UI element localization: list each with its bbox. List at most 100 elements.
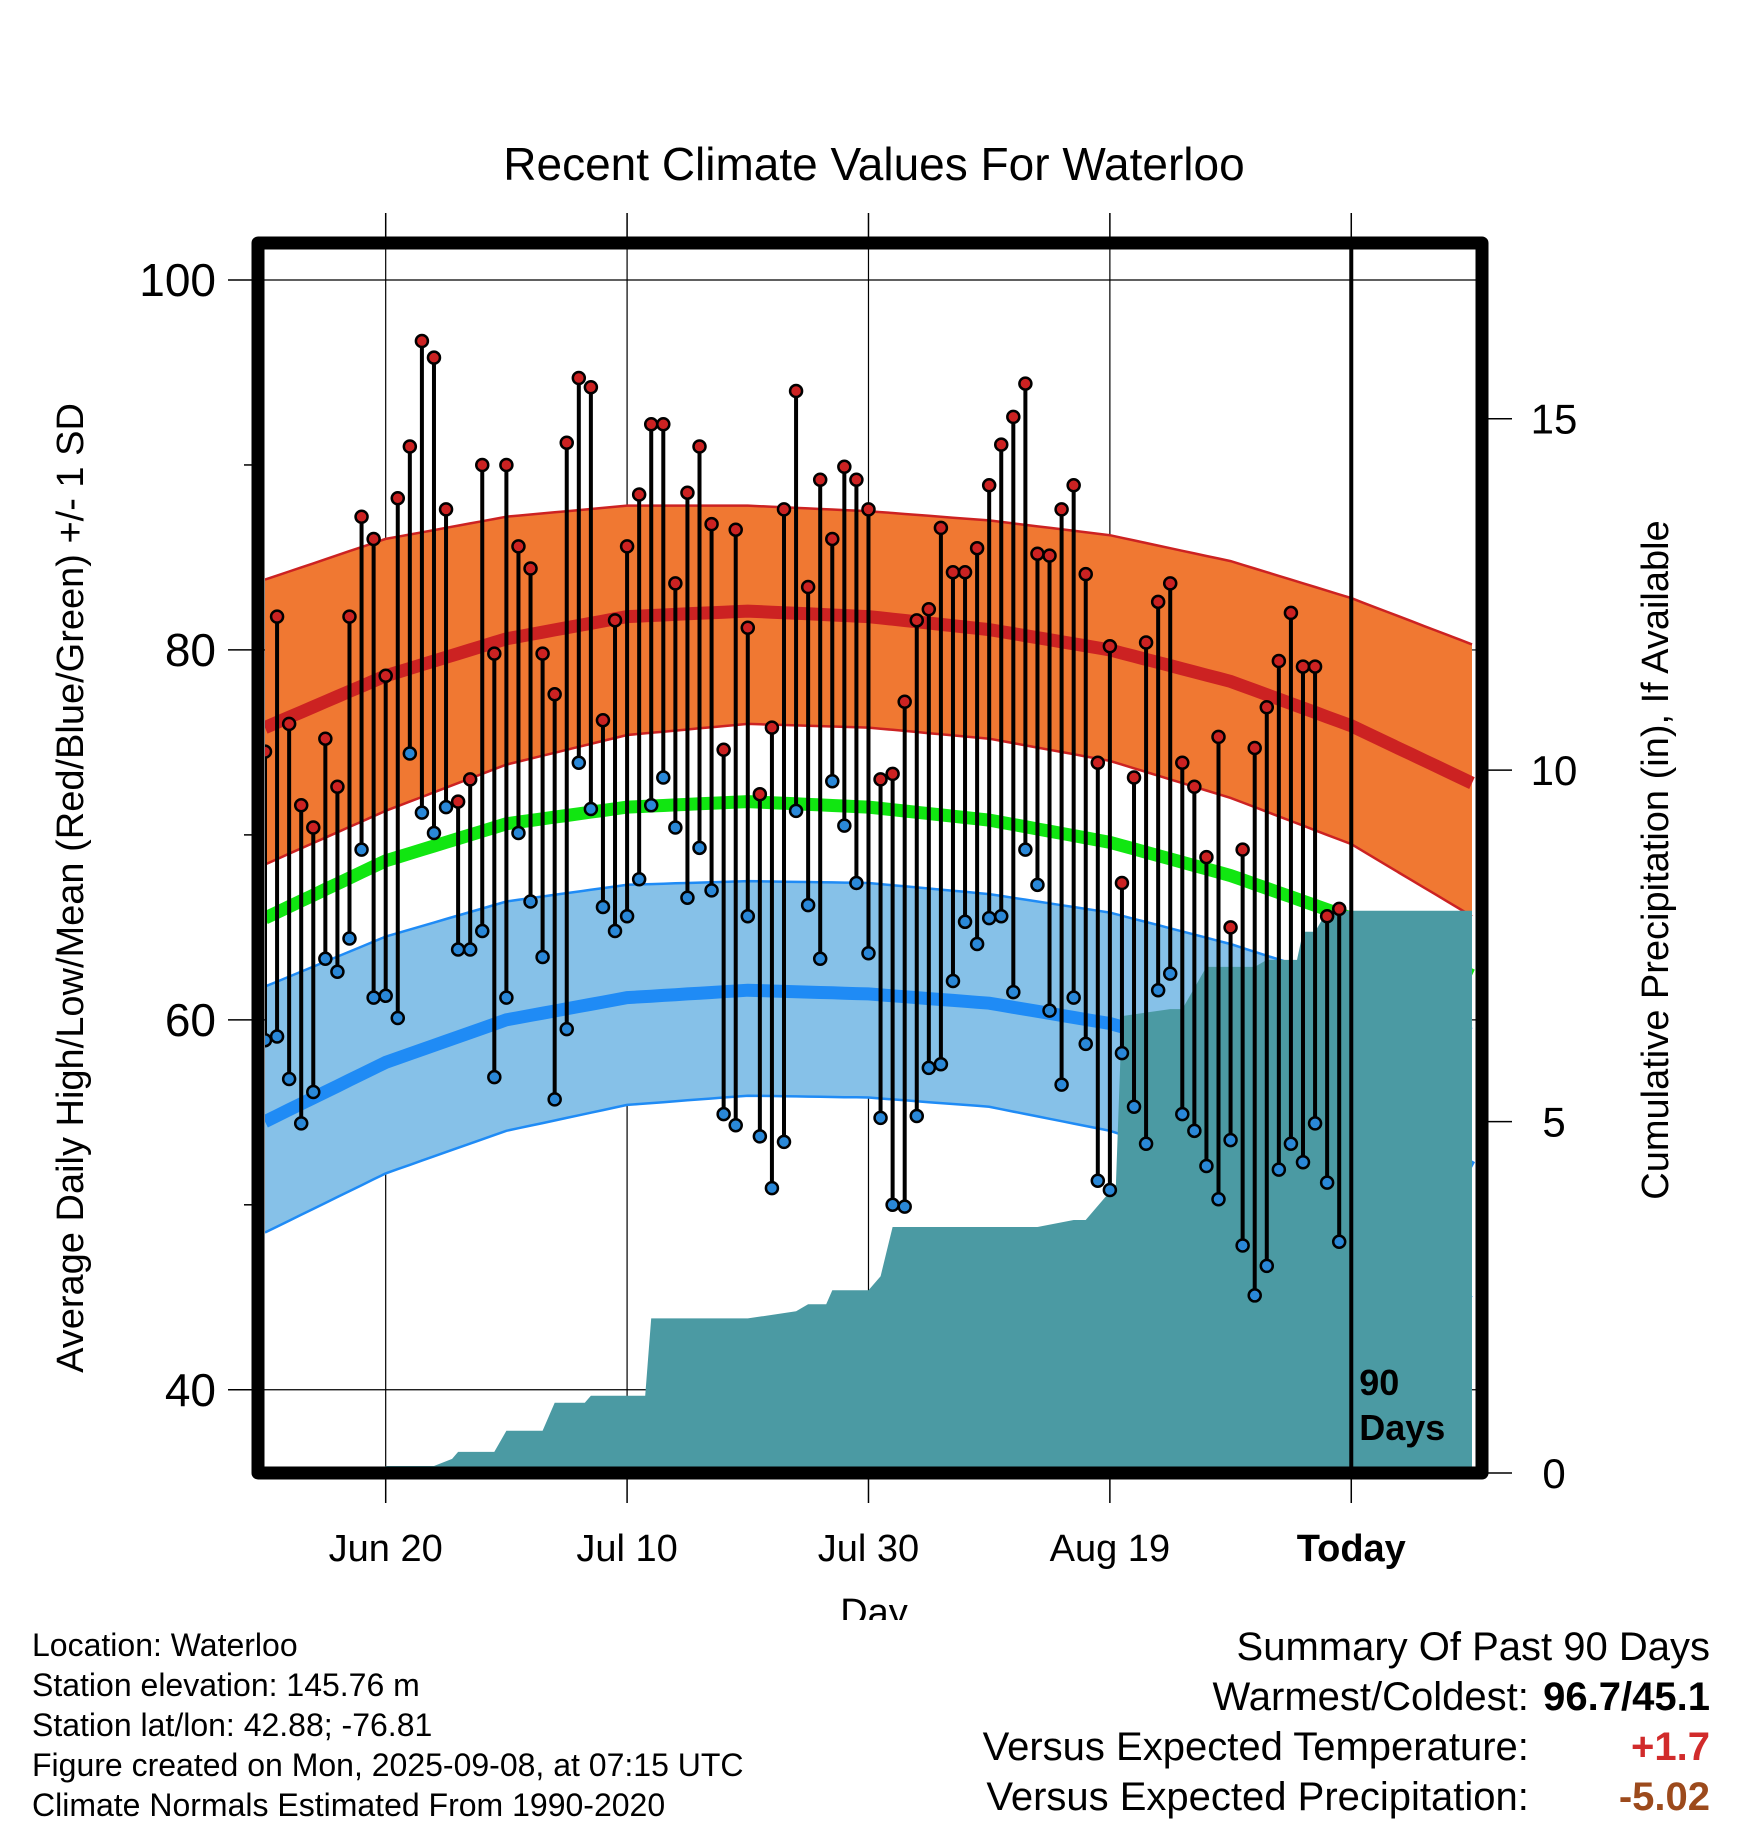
warm-cold-value: 96.7/45.1 xyxy=(1543,1675,1710,1719)
daily-high-point xyxy=(788,383,804,399)
daily-high-point xyxy=(1078,566,1093,582)
daily-high-point xyxy=(354,509,369,524)
daily-low-point xyxy=(825,773,840,789)
daily-high-point xyxy=(825,531,840,547)
summary-panel: Summary Of Past 90 Days Warmest/Coldest:… xyxy=(983,1622,1710,1822)
y2-axis-label: Cumulative Precipitation (in), If Availa… xyxy=(1635,520,1677,1199)
daily-low-point xyxy=(945,973,961,989)
series-layer xyxy=(265,333,1476,1473)
daily-high-point xyxy=(450,794,466,809)
daily-high-point xyxy=(1223,920,1238,935)
x-tick-label: Jul 10 xyxy=(576,1528,677,1570)
daily-high-point xyxy=(1150,594,1166,610)
daily-high-point xyxy=(873,772,888,787)
daily-high-point xyxy=(1126,770,1142,785)
daily-low-point xyxy=(1102,1182,1118,1198)
climate-chart: Recent Climate Values For Waterloo 90Day… xyxy=(50,138,1677,1620)
daily-high-point xyxy=(1102,638,1118,654)
daily-high-point xyxy=(643,417,659,432)
daily-high-point xyxy=(499,457,514,473)
temp-label: Versus Expected Temperature: xyxy=(982,1725,1529,1769)
x-tick-label: Jun 20 xyxy=(329,1528,443,1570)
daily-high-point xyxy=(402,439,418,454)
daily-high-point xyxy=(921,601,937,617)
daily-high-point xyxy=(269,609,285,624)
daily-high-point xyxy=(547,687,562,702)
daily-high-point xyxy=(1247,740,1262,756)
daily-high-point xyxy=(1066,478,1081,493)
daily-low-point xyxy=(366,990,381,1005)
daily-low-point xyxy=(535,949,550,965)
daily-high-point xyxy=(318,731,333,746)
summary-title: Summary Of Past 90 Days xyxy=(1236,1625,1710,1669)
daily-low-point xyxy=(1295,1155,1311,1170)
daily-low-point xyxy=(1114,1045,1130,1061)
daily-low-point xyxy=(426,825,442,841)
daily-low-point xyxy=(1271,1162,1287,1177)
daily-low-point xyxy=(776,1134,792,1150)
daily-high-point xyxy=(583,380,599,395)
daily-high-point xyxy=(812,472,828,488)
daily-high-point xyxy=(1042,548,1057,563)
daily-high-point xyxy=(861,502,876,517)
daily-low-point xyxy=(402,746,418,761)
daily-high-point xyxy=(897,694,912,709)
daily-low-point xyxy=(837,818,852,833)
daily-high-point xyxy=(1114,875,1130,891)
warm-cold-label: Warmest/Coldest: xyxy=(1212,1675,1529,1719)
daily-high-point xyxy=(1006,409,1021,425)
daily-low-point xyxy=(354,842,369,857)
daily-high-point xyxy=(265,744,273,759)
daily-high-point xyxy=(692,439,707,454)
daily-low-point xyxy=(414,805,430,820)
daily-low-point xyxy=(631,872,647,887)
daily-high-point xyxy=(631,487,647,502)
x-axis-label: Day xyxy=(840,1592,908,1620)
daily-low-point xyxy=(752,1129,768,1144)
daily-high-point xyxy=(668,576,683,591)
daily-high-point xyxy=(293,798,309,813)
x-tick-label: Today xyxy=(1297,1528,1406,1570)
daily-low-point xyxy=(1138,1136,1154,1152)
daily-high-point xyxy=(740,620,756,635)
daily-low-point xyxy=(668,820,683,835)
daily-high-point xyxy=(716,742,731,758)
daily-high-point xyxy=(1187,779,1202,795)
daily-high-point xyxy=(969,540,985,556)
daily-low-point xyxy=(523,894,538,909)
daily-low-point xyxy=(475,923,490,939)
y2-tick-label: 0 xyxy=(1542,1450,1565,1497)
daily-low-point xyxy=(716,1106,731,1122)
daily-high-point xyxy=(1018,376,1033,391)
daily-low-point xyxy=(1319,1175,1335,1190)
daily-high-point xyxy=(993,437,1009,452)
created-text: Figure created on Mon, 2025-09-08, at 07… xyxy=(32,1747,744,1783)
daily-low-point xyxy=(1018,842,1033,857)
daily-high-point xyxy=(764,720,780,735)
daily-high-point xyxy=(1030,546,1045,561)
daily-high-point xyxy=(438,502,454,517)
daily-high-point xyxy=(981,478,997,493)
summary-warm-cold-row: Warmest/Coldest: 96.7/45.1 xyxy=(983,1672,1711,1722)
daily-low-point xyxy=(873,1110,888,1126)
daily-high-point xyxy=(366,531,381,547)
daily-low-point xyxy=(728,1118,743,1133)
daily-high-point xyxy=(885,766,900,782)
daily-low-point xyxy=(788,803,804,819)
daily-low-point xyxy=(969,936,985,952)
daily-high-point xyxy=(957,564,973,580)
daily-high-point xyxy=(281,716,297,732)
daily-high-point xyxy=(306,820,321,835)
daily-high-point xyxy=(1295,659,1311,674)
y2-tick-label: 15 xyxy=(1531,396,1578,443)
daily-high-point xyxy=(909,613,925,628)
daily-low-point xyxy=(897,1199,912,1214)
daily-high-point xyxy=(462,772,478,787)
plot-frame xyxy=(251,236,1489,1480)
daily-low-point xyxy=(1307,1116,1323,1131)
daily-low-point xyxy=(656,770,671,785)
daily-high-point xyxy=(849,472,864,488)
daily-high-point xyxy=(1199,849,1214,865)
normals-text: Climate Normals Estimated From 1990-2020 xyxy=(32,1787,666,1823)
daily-high-point xyxy=(776,502,792,517)
